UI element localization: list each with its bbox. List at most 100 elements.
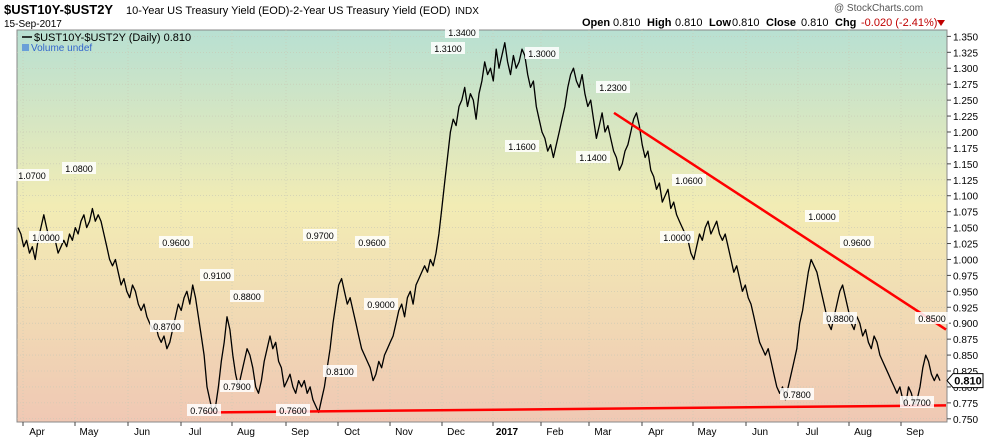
y-tick-label: 1.125 xyxy=(953,176,978,187)
high-value: 0.810 xyxy=(675,17,703,29)
annotation-box xyxy=(62,162,96,174)
chg-label: Chg xyxy=(835,17,856,29)
x-tick-label: Jul xyxy=(806,427,819,438)
annotation-label: 0.7700 xyxy=(903,398,931,408)
watermark: @ StockCharts.com xyxy=(834,3,923,14)
x-tick-label: Apr xyxy=(648,427,664,438)
annotation-box xyxy=(915,312,949,324)
annotation-label: 1.0000 xyxy=(663,233,691,243)
annotation-label: 0.9600 xyxy=(162,238,190,248)
y-tick-label: 1.275 xyxy=(953,80,978,91)
x-tick-label: Jul xyxy=(189,427,202,438)
open-label: Open xyxy=(582,17,610,29)
x-axis: Apr May Jun Jul Aug Sep Oct Nov Dec 2017 Feb Mar Apr… xyxy=(22,422,924,438)
annotation-box xyxy=(323,365,357,377)
support-trendline xyxy=(204,404,947,414)
high-label: High xyxy=(647,17,672,29)
y-tick-label: 1.025 xyxy=(953,240,978,251)
x-tick-label: Feb xyxy=(546,427,564,438)
annotation-label: 1.0700 xyxy=(18,171,46,181)
annotation-box xyxy=(576,151,610,163)
annotation-label: 0.7600 xyxy=(190,406,218,416)
annotation-label: 1.0600 xyxy=(675,176,703,186)
x-tick-label: May xyxy=(698,427,717,438)
y-tick-label: 1.175 xyxy=(953,144,978,155)
close-label: Close xyxy=(766,17,796,29)
annotation-label: 1.0000 xyxy=(32,233,60,243)
annotation-label: 0.8800 xyxy=(233,292,261,302)
x-tick-label: Sep xyxy=(906,427,924,438)
annotation-label: 0.8800 xyxy=(826,314,854,324)
annotation-label: 1.0000 xyxy=(808,212,836,222)
low-label: Low xyxy=(709,17,731,29)
x-tick-label: Nov xyxy=(395,427,413,438)
annotation-label: 0.7900 xyxy=(223,382,251,392)
annotation-box xyxy=(187,404,221,416)
y-tick-label: 1.000 xyxy=(953,255,978,266)
exchange-label: INDX xyxy=(455,6,479,17)
legend-volume-label: Volume undef xyxy=(31,43,92,54)
chg-value: -0.020 (-2.41%) xyxy=(861,17,937,29)
x-tick-label: Oct xyxy=(344,427,360,438)
x-tick-label: 2017 xyxy=(496,427,519,438)
y-tick-label: 1.075 xyxy=(953,208,978,219)
annotation-box xyxy=(230,290,264,302)
annotation-box xyxy=(900,396,934,408)
y-tick-label: 1.350 xyxy=(953,32,978,43)
annotation-label: 0.9100 xyxy=(203,271,231,281)
low-value: 0.810 xyxy=(732,17,760,29)
annotation-label: 1.3100 xyxy=(434,44,462,54)
y-tick-label: 0.900 xyxy=(953,319,978,330)
y-tick-label: 1.300 xyxy=(953,64,978,75)
y-tick-label: 0.825 xyxy=(953,367,978,378)
y-tick-label: 0.850 xyxy=(953,351,978,362)
y-tick-label: 0.925 xyxy=(953,303,978,314)
annotation-label: 1.1400 xyxy=(579,153,607,163)
annotation-label: 0.9700 xyxy=(306,231,334,241)
annotation-label: 0.9600 xyxy=(358,238,386,248)
annotation-label: 1.3400 xyxy=(448,28,476,38)
annotation-box xyxy=(780,388,814,400)
annotation-box xyxy=(431,42,465,54)
x-tick-label: Mar xyxy=(594,427,612,438)
y-tick-label: 1.200 xyxy=(953,128,978,139)
y-tick-label: 0.950 xyxy=(953,287,978,298)
x-tick-label: Jun xyxy=(134,427,150,438)
annotation-box xyxy=(525,47,559,59)
chart-date: 15-Sep-2017 xyxy=(4,19,62,30)
annotation-label: 0.9600 xyxy=(843,238,871,248)
y-tick-label: 0.750 xyxy=(953,415,978,426)
annotation-box xyxy=(200,269,234,281)
x-tick-label: Sep xyxy=(291,427,309,438)
annotation-box xyxy=(505,140,539,152)
y-tick-label: 1.325 xyxy=(953,48,978,59)
plot-area xyxy=(16,29,948,423)
y-tick-label: 1.150 xyxy=(953,160,978,171)
annotation-box xyxy=(15,169,49,181)
close-value: 0.810 xyxy=(801,17,829,29)
grid xyxy=(17,30,947,422)
x-tick-label: Aug xyxy=(237,427,255,438)
annotation-label: 1.0800 xyxy=(65,164,93,174)
annotation-label: 0.9000 xyxy=(367,300,395,310)
annotation-box xyxy=(660,231,694,243)
legend-series-label: $UST10Y-$UST2Y (Daily) 0.810 xyxy=(34,32,191,44)
open-value: 0.810 xyxy=(613,17,641,29)
annotation-label: 0.8500 xyxy=(918,314,946,324)
annotation-box xyxy=(364,298,398,310)
annotation-label: 1.1600 xyxy=(508,142,536,152)
last-value-label: 0.810 xyxy=(954,376,982,388)
legend-volume-swatch xyxy=(22,44,29,51)
chg-down-icon xyxy=(937,20,945,26)
annotation-box xyxy=(805,210,839,222)
y-tick-label: 1.250 xyxy=(953,96,978,107)
annotation-box xyxy=(445,26,479,38)
annotation-box xyxy=(672,174,706,186)
y-tick-label: 1.225 xyxy=(953,112,978,123)
annotation-label: 0.7800 xyxy=(783,390,811,400)
y-tick-label: 1.100 xyxy=(953,192,978,203)
x-tick-label: Aug xyxy=(854,427,872,438)
x-tick-label: Apr xyxy=(29,427,45,438)
annotation-label: 1.3000 xyxy=(528,49,556,59)
